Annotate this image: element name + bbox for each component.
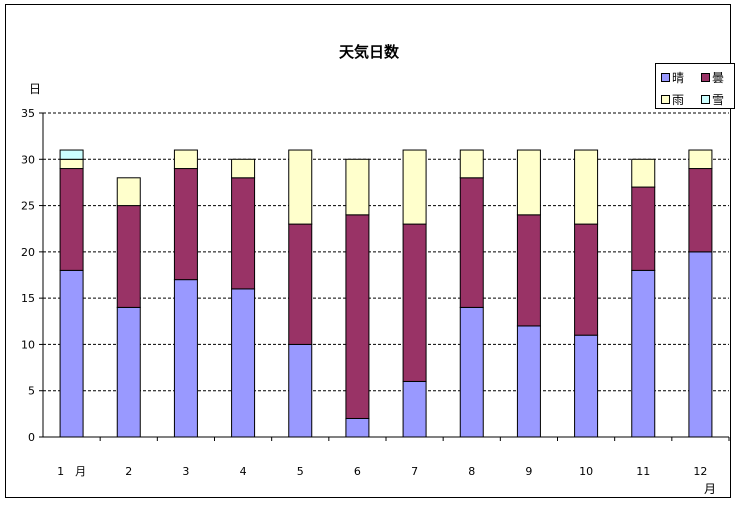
bar-7-series-0 (402, 380, 427, 438)
bar-6-series-0 (345, 417, 370, 438)
bar-5-series-1 (288, 223, 313, 345)
bar-9-series-2 (516, 149, 541, 216)
x-tick-label-3: 3 (182, 465, 189, 478)
bar-9-series-0 (516, 325, 541, 438)
x-tick-label-2: 2 (125, 465, 132, 478)
y-tick-label-15: 15 (21, 292, 35, 305)
bar-2-series-2 (116, 177, 141, 207)
bar-4-series-1 (231, 177, 256, 290)
x-tick-label-10: 10 (579, 465, 593, 478)
bar-7-series-2 (402, 149, 427, 225)
y-tick-label-0: 0 (28, 431, 35, 444)
x-tick-label-9: 9 (525, 465, 532, 478)
bar-5-series-0 (288, 343, 313, 438)
bar-12-series-2 (688, 149, 713, 170)
bar-5-series-2 (288, 149, 313, 225)
bar-3-series-2 (173, 149, 198, 170)
bar-10-series-2 (574, 149, 599, 225)
legend-label-sunny: 晴 (672, 71, 685, 85)
y-tick-label-30: 30 (21, 153, 35, 166)
y-axis-label: 日 (29, 82, 42, 96)
bar-2-series-0 (116, 306, 141, 438)
x-tick-label-5: 5 (297, 465, 304, 478)
legend-label-cloudy: 曇 (712, 71, 725, 85)
bar-7-series-1 (402, 223, 427, 382)
bar-9-series-1 (516, 214, 541, 327)
bar-10-series-0 (574, 334, 599, 438)
bar-6-series-2 (345, 158, 370, 216)
x-tick-label-12: 12 (693, 465, 707, 478)
legend-item-rain: 雨 (661, 91, 684, 108)
legend-label-snow: 雪 (712, 93, 725, 107)
x-tick-label-11: 11 (636, 465, 650, 478)
legend-swatch-snow (701, 95, 710, 104)
legend-swatch-sunny (661, 73, 670, 82)
bar-11-series-1 (631, 186, 656, 271)
bar-1-series-3 (59, 149, 84, 160)
bar-4-series-0 (231, 288, 256, 438)
bar-12-series-1 (688, 168, 713, 253)
bar-6-series-1 (345, 214, 370, 419)
bar-3-series-1 (173, 168, 198, 281)
legend-label-rain: 雨 (672, 93, 685, 107)
bar-12-series-0 (688, 251, 713, 438)
bar-8-series-1 (459, 177, 484, 308)
bar-10-series-1 (574, 223, 599, 336)
x-tick-label-7: 7 (411, 465, 418, 478)
y-tick-label-10: 10 (21, 338, 35, 351)
bar-11-series-0 (631, 269, 656, 438)
bar-4-series-2 (231, 158, 256, 179)
bar-1-series-2 (59, 158, 84, 170)
bar-3-series-0 (173, 279, 198, 438)
x-tick-label-8: 8 (468, 465, 475, 478)
legend-item-cloudy: 曇 (701, 69, 724, 86)
bar-1-series-0 (59, 269, 84, 438)
legend-item-snow: 雪 (701, 91, 724, 108)
bar-2-series-1 (116, 205, 141, 308)
bar-8-series-0 (459, 306, 484, 438)
legend: 晴 曇 雨 雪 (655, 63, 735, 109)
legend-swatch-rain (661, 95, 670, 104)
x-tick-label-4: 4 (240, 465, 247, 478)
legend-swatch-cloudy (701, 73, 710, 82)
y-tick-label-35: 35 (21, 107, 35, 120)
chart-title: 天気日数 (338, 43, 399, 61)
x-tick-label-6: 6 (354, 465, 361, 478)
y-tick-label-25: 25 (21, 200, 35, 213)
x-axis-unit: 月 (704, 482, 717, 496)
y-tick-label-5: 5 (28, 385, 35, 398)
bar-1-series-1 (59, 168, 84, 271)
y-tick-label-20: 20 (21, 246, 35, 259)
bar-8-series-2 (459, 149, 484, 179)
bar-11-series-2 (631, 158, 656, 188)
legend-item-sunny: 晴 (661, 69, 684, 86)
x-tick-label-1: 1 月 (57, 465, 86, 478)
